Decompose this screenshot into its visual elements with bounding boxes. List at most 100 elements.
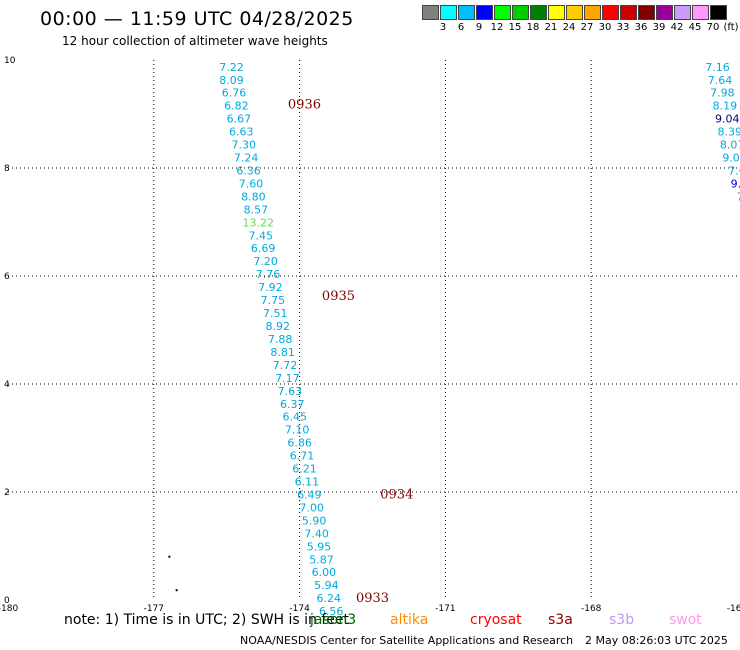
x-tick-label: -174 xyxy=(289,604,310,614)
y-tick-label: 8 xyxy=(4,164,10,174)
y-tick-label: 10 xyxy=(4,56,16,66)
color-scale-label: 3 xyxy=(439,22,447,33)
color-scale-label: 15 xyxy=(508,22,522,33)
wave-height-value: 7.64 xyxy=(708,74,733,87)
color-scale-label: 27 xyxy=(580,22,594,33)
color-scale-label: 21 xyxy=(544,22,558,33)
wave-height-value: 6.45 xyxy=(282,411,307,424)
wave-height-value: 9.0 xyxy=(731,177,740,190)
color-scale-swatch xyxy=(620,5,637,20)
wave-height-value: 7.51 xyxy=(263,307,288,320)
color-scale-label: 30 xyxy=(598,22,612,33)
wave-height-value: 7. xyxy=(737,190,740,203)
wave-height-value: 6.86 xyxy=(287,437,312,450)
wave-height-value: 7.10 xyxy=(285,424,310,437)
wave-height-value: 5.95 xyxy=(307,540,332,553)
pass-time-label: 0935 xyxy=(322,289,355,304)
wave-height-value: 8.09 xyxy=(219,74,244,87)
color-scale-swatch xyxy=(422,5,439,20)
color-scale-label: 45 xyxy=(688,22,702,33)
color-scale-swatch xyxy=(458,5,475,20)
x-tick-label: -180 xyxy=(0,604,18,614)
wave-height-value: 8.39 xyxy=(717,126,740,139)
color-scale-swatch xyxy=(656,5,673,20)
color-scale-label: 39 xyxy=(652,22,666,33)
x-tick-label: -171 xyxy=(435,604,455,614)
wave-height-value: 7.24 xyxy=(234,152,259,165)
wave-height-value: 6.36 xyxy=(236,164,261,177)
wave-height-value: 6.24 xyxy=(317,592,342,605)
wave-height-value: 7.76 xyxy=(256,268,281,281)
wave-height-value: 8.80 xyxy=(241,190,266,203)
color-scale-swatch xyxy=(440,5,457,20)
x-tick-label: -177 xyxy=(144,604,164,614)
wave-height-value: 7.60 xyxy=(239,177,264,190)
color-scale-label: 18 xyxy=(526,22,540,33)
color-scale-label: 9 xyxy=(475,22,483,33)
wave-height-value: 5.94 xyxy=(314,579,339,592)
wave-height-value: 7.6 xyxy=(728,164,740,177)
wave-height-value: 7.22 xyxy=(219,61,244,74)
wave-height-value: 7.00 xyxy=(300,501,325,514)
color-scale-swatch xyxy=(530,5,547,20)
wave-height-value: 9.09 xyxy=(722,152,740,165)
data-dot xyxy=(168,555,171,558)
satellite-legend-item: altika xyxy=(390,612,429,628)
wave-height-value: 7.16 xyxy=(705,61,730,74)
wave-height-value: 7.63 xyxy=(278,385,303,398)
credit-line: NOAA/NESDIS Center for Satellite Applica… xyxy=(240,634,574,647)
color-scale-label: 6 xyxy=(457,22,465,33)
wave-height-value: 7.40 xyxy=(304,527,329,540)
wave-height-value: 8.57 xyxy=(244,203,269,216)
satellite-legend-item: swot xyxy=(669,612,702,628)
wave-height-value: 8.07 xyxy=(720,139,740,152)
wave-height-value: 7.20 xyxy=(253,255,278,268)
pass-time-label: 0936 xyxy=(288,98,321,113)
color-scale-swatch xyxy=(476,5,493,20)
wave-height-value: 7.88 xyxy=(268,333,293,346)
color-scale-swatch xyxy=(512,5,529,20)
color-scale-swatch xyxy=(566,5,583,20)
wave-height-value: 9.04 xyxy=(715,113,740,126)
wave-height-value: 6.21 xyxy=(292,463,317,476)
y-tick-label: 0 xyxy=(4,596,10,606)
wave-height-value: 6.63 xyxy=(229,126,254,139)
wave-height-value: 5.87 xyxy=(309,553,334,566)
color-scale-swatch xyxy=(710,5,727,20)
wave-height-value: 6.76 xyxy=(222,87,247,100)
color-scale-label: 42 xyxy=(670,22,684,33)
x-tick-label: -165 xyxy=(727,604,740,614)
color-scale-label: 24 xyxy=(562,22,576,33)
wave-height-value: 7.75 xyxy=(261,294,286,307)
color-scale-swatch xyxy=(494,5,511,20)
pass-time-label: 0933 xyxy=(356,591,389,606)
wave-height-value: 8.19 xyxy=(713,100,738,113)
color-scale-label: 33 xyxy=(616,22,630,33)
data-dot xyxy=(175,589,178,592)
wave-height-value: 6.82 xyxy=(224,100,249,113)
wave-height-value: 7.30 xyxy=(231,139,256,152)
y-tick-label: 4 xyxy=(4,380,10,390)
color-scale-label: 12 xyxy=(490,22,504,33)
generated-timestamp: 2 May 08:26:03 UTC 2025 xyxy=(585,634,728,647)
wave-height-value: 5.90 xyxy=(302,514,327,527)
color-scale-swatch xyxy=(584,5,601,20)
satellite-legend-item: s3b xyxy=(609,612,635,628)
chart-subtitle: 12 hour collection of altimeter wave hei… xyxy=(62,34,328,48)
wave-height-value: 6.67 xyxy=(227,113,252,126)
wave-height-value: 13.22 xyxy=(243,216,275,229)
wave-height-value: 6.00 xyxy=(312,566,337,579)
chart-title: 00:00 — 11:59 UTC 04/28/2025 xyxy=(40,8,354,30)
pass-time-label: 0934 xyxy=(380,487,413,502)
wave-height-value: 6.56 xyxy=(319,605,344,618)
wave-height-value: 8.81 xyxy=(270,346,295,359)
footnote: note: 1) Time is in UTC; 2) SWH is in fe… xyxy=(64,612,350,628)
x-tick-label: -168 xyxy=(581,604,602,614)
wave-height-value: 6.69 xyxy=(251,242,276,255)
color-scale-swatch xyxy=(602,5,619,20)
wave-height-value: 7.72 xyxy=(273,359,298,372)
color-scale-swatch xyxy=(674,5,691,20)
color-scale-label: 70 xyxy=(706,22,720,33)
